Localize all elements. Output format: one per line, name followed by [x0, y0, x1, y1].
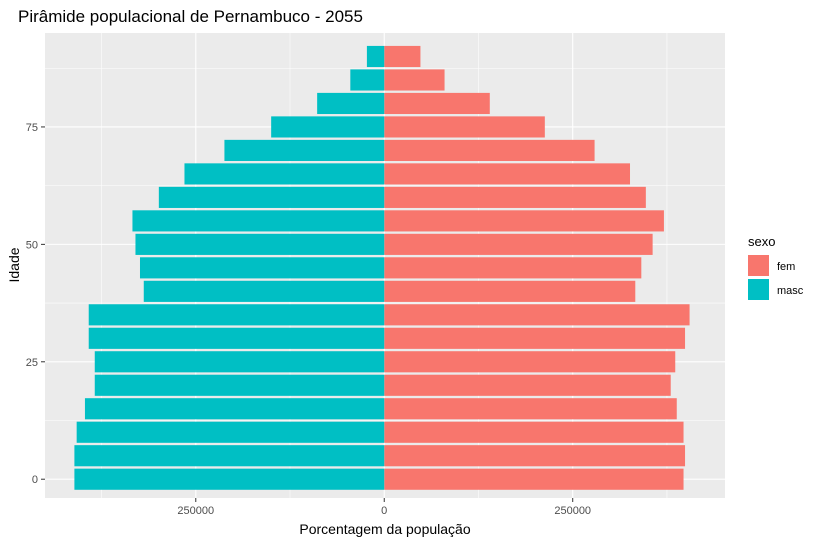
bar-fem-age-70	[384, 139, 595, 161]
bar-fem-age-20	[384, 374, 671, 396]
x-tick-label: 0	[381, 505, 387, 517]
bar-masc-age-50	[135, 233, 385, 255]
x-tick-label: 250000	[554, 505, 591, 517]
bar-masc-age-20	[94, 374, 385, 396]
legend-label-fem: fem	[777, 261, 795, 273]
bar-fem-age-15	[384, 398, 677, 420]
bar-masc-age-40	[143, 280, 385, 302]
bar-fem-age-10	[384, 421, 684, 443]
bar-fem-age-0	[384, 468, 684, 490]
y-tick-label: 0	[32, 474, 38, 486]
bar-fem-age-50	[384, 233, 653, 255]
legend: sexo fem masc	[748, 234, 804, 300]
bar-masc-age-15	[84, 398, 385, 420]
y-axis-title: Idade	[6, 247, 22, 282]
bar-masc-age-70	[224, 139, 385, 161]
y-axis-ticks: 0 25 50 75	[26, 122, 45, 486]
bar-masc-age-45	[139, 257, 385, 279]
bar-fem-age-65	[384, 163, 631, 185]
chart-title: Pirâmide populacional de Pernambuco - 20…	[18, 7, 363, 26]
legend-label-masc: masc	[777, 285, 804, 297]
bar-masc-age-85	[350, 69, 385, 91]
bar-fem-age-80	[384, 92, 490, 115]
bar-fem-age-25	[384, 351, 676, 373]
x-axis-title: Porcentagem da população	[299, 521, 470, 537]
bar-fem-age-75	[384, 116, 545, 138]
bar-fem-age-5	[384, 445, 686, 467]
y-tick-label: 75	[26, 122, 38, 134]
bar-masc-age-30	[88, 327, 385, 349]
bar-masc-age-75	[271, 116, 385, 138]
bar-masc-age-90	[366, 45, 385, 68]
legend-key-fem	[748, 255, 769, 276]
bar-fem-age-85	[384, 69, 445, 91]
bar-masc-age-10	[76, 421, 385, 443]
x-axis-ticks: 250000 0 250000	[177, 498, 591, 517]
bar-fem-age-35	[384, 304, 690, 326]
bar-masc-age-0	[74, 468, 385, 490]
legend-title: sexo	[748, 234, 775, 249]
bar-fem-age-30	[384, 327, 686, 349]
bar-masc-age-5	[74, 445, 385, 467]
bar-masc-age-55	[132, 210, 385, 232]
y-tick-label: 25	[26, 357, 38, 369]
bar-masc-age-60	[158, 186, 385, 208]
bar-fem-age-60	[384, 186, 646, 208]
x-tick-label: 250000	[177, 505, 214, 517]
bar-masc-age-35	[88, 304, 385, 326]
legend-key-masc	[748, 279, 769, 300]
bar-fem-age-90	[384, 45, 421, 68]
bar-masc-age-65	[184, 163, 385, 185]
y-tick-label: 50	[26, 239, 38, 251]
bar-fem-age-40	[384, 280, 636, 302]
bar-masc-age-25	[94, 351, 385, 373]
bar-masc-age-80	[317, 92, 385, 115]
bar-fem-age-55	[384, 210, 664, 232]
bars	[74, 45, 690, 490]
bar-fem-age-45	[384, 257, 642, 279]
